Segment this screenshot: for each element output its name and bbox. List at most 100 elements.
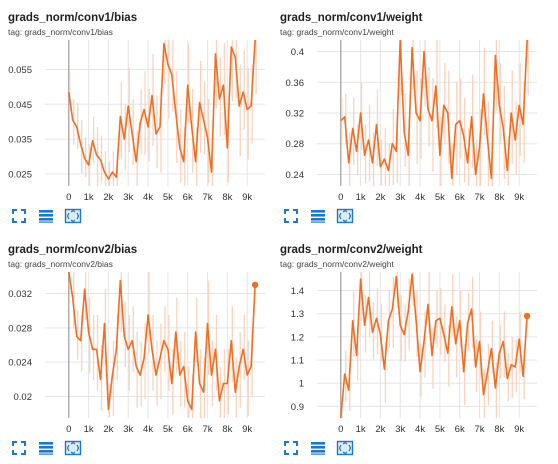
data-point — [159, 357, 161, 359]
data-point — [119, 279, 121, 281]
data-point — [522, 123, 524, 125]
fit-domain-icon — [336, 208, 354, 224]
data-point — [486, 139, 488, 141]
data-point — [403, 131, 405, 133]
y-tick-label: 0.02 — [14, 392, 33, 403]
x-tick-label: 9k — [242, 192, 252, 203]
x-tick-label: 6k — [455, 192, 465, 203]
data-point — [462, 135, 464, 137]
x-tick-label: 3k — [123, 192, 133, 203]
data-point — [348, 162, 350, 164]
data-point — [226, 382, 228, 384]
data-point — [91, 348, 93, 350]
data-point — [474, 173, 476, 175]
fullscreen-button[interactable] — [282, 207, 300, 225]
data-point — [151, 348, 153, 350]
y-tick-label: 0.028 — [8, 323, 32, 334]
data-point — [367, 296, 369, 298]
x-tick-label: 9k — [242, 424, 252, 435]
data-point — [459, 119, 461, 121]
data-point — [194, 331, 196, 333]
chart-tag: tag: grads_norm/conv2/weight — [280, 259, 394, 269]
data-point — [427, 108, 429, 110]
x-tick-label: 5k — [435, 424, 445, 435]
data-point — [72, 297, 74, 299]
data-point — [163, 42, 165, 44]
data-point — [482, 394, 484, 396]
data-point — [494, 54, 496, 56]
x-tick-label: 5k — [435, 192, 445, 203]
x-tick-label: 7k — [202, 192, 212, 203]
data-point — [502, 127, 504, 129]
data-point — [435, 85, 437, 87]
data-point — [466, 322, 468, 324]
y-tick-label: 1.4 — [291, 286, 304, 297]
x-tick-label: 4k — [143, 424, 153, 435]
fit-domain-icon — [64, 440, 82, 456]
y-tick-label: 0.36 — [286, 78, 305, 89]
data-point — [407, 154, 409, 156]
data-point — [214, 53, 216, 55]
fit-domain-button[interactable] — [336, 207, 354, 225]
data-point — [230, 46, 232, 48]
data-point — [210, 374, 212, 376]
data-point — [363, 154, 365, 156]
x-tick-label: 7k — [202, 424, 212, 435]
data-point — [246, 374, 248, 376]
fit-domain-icon — [336, 440, 354, 456]
toggle-log-scale-button[interactable] — [309, 207, 327, 225]
data-point — [250, 105, 252, 107]
toggle-log-scale-button[interactable] — [37, 439, 55, 457]
fit-domain-button[interactable] — [336, 439, 354, 457]
smoothed-series-line — [340, 273, 528, 418]
data-point — [183, 160, 185, 162]
data-point — [171, 74, 173, 76]
data-point — [526, 39, 528, 41]
chart-card-conv2-bias: grads_norm/conv2/bias tag: grads_norm/co… — [0, 232, 270, 457]
fullscreen-icon — [12, 441, 26, 455]
data-point — [214, 348, 216, 350]
fullscreen-button[interactable] — [10, 207, 28, 225]
data-point — [147, 314, 149, 316]
toggle-log-scale-button[interactable] — [309, 439, 327, 457]
data-point — [95, 348, 97, 350]
x-tick-label: 0 — [66, 192, 71, 203]
data-point — [250, 365, 252, 367]
y-tick-label: 0.055 — [8, 65, 32, 76]
data-point — [87, 164, 89, 166]
x-tick-label: 3k — [123, 424, 133, 435]
data-point — [383, 368, 385, 370]
toggle-log-scale-button[interactable] — [37, 207, 55, 225]
data-point — [348, 389, 350, 391]
data-point — [187, 400, 189, 402]
x-tick-label: 0 — [338, 192, 343, 203]
data-point — [198, 382, 200, 384]
data-point — [143, 108, 145, 110]
data-point — [91, 140, 93, 142]
data-point — [76, 126, 78, 128]
data-point — [344, 116, 346, 118]
line-chart[interactable]: 0 1k 2k 3k 4k 5k 6k 7k 8k 9k 0.025 0.035 0.045 0.055 — [0, 38, 270, 203]
data-point — [183, 365, 185, 367]
line-chart[interactable]: 0 1k 2k 3k 4k 5k 6k 7k 8k 9k 0.24 0.28 0.32 0.36 0.4 — [272, 38, 542, 203]
line-chart[interactable]: 0 1k 2k 3k 4k 5k 6k 7k 8k 9k 0.9 1 1.1 1.2 1.3 1.4 — [272, 270, 542, 435]
y-tick-label: 0.025 — [8, 169, 32, 180]
fit-domain-button[interactable] — [64, 207, 82, 225]
data-point — [470, 308, 472, 310]
data-point — [431, 354, 433, 356]
data-point — [230, 340, 232, 342]
data-point — [518, 104, 520, 106]
data-point — [482, 93, 484, 95]
data-point — [222, 84, 224, 86]
smoothed-series-line — [340, 40, 528, 180]
data-point — [76, 335, 78, 337]
data-point — [222, 382, 224, 384]
data-point — [423, 50, 425, 52]
data-point — [451, 177, 453, 179]
data-point — [407, 310, 409, 312]
fullscreen-button[interactable] — [10, 439, 28, 457]
fullscreen-button[interactable] — [282, 439, 300, 457]
fit-domain-button[interactable] — [64, 439, 82, 457]
line-chart[interactable]: 0 1k 2k 3k 4k 5k 6k 7k 8k 9k 0.02 0.024 0.028 0.032 — [0, 270, 270, 435]
data-point — [155, 133, 157, 135]
